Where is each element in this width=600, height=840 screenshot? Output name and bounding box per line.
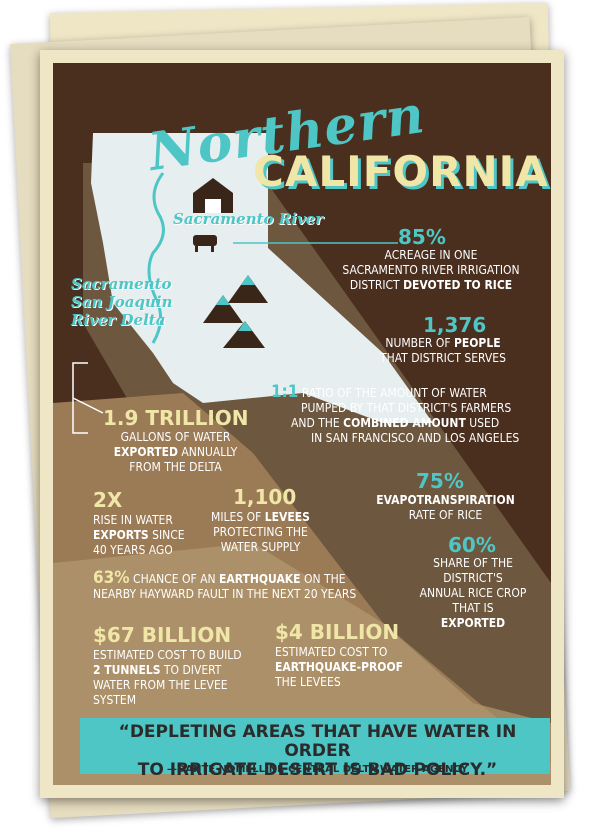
cow-icon [193,235,217,246]
label-delta: Sacramento San Joaquin River Delta [71,275,173,329]
stat-85-desc: ACREAGE IN ONE SACRAMENTO RIVER IRRIGATI… [342,248,520,292]
stat-67b-desc: ESTIMATED COST TO BUILD 2 TUNNELS TO DIV… [93,648,242,707]
stat-1100-desc: MILES OF LEVEES PROTECTING THE WATER SUP… [211,510,310,554]
stat-2x-value: 2X [93,488,123,512]
label-sacramento-river: Sacramento River [173,210,324,228]
stat-60-desc: SHARE OF THE DISTRICT'S ANNUAL RICE CROP… [419,556,527,630]
stat-trillion-desc: GALLONS OF WATER EXPORTED ANNUALLY FROM … [113,430,238,474]
quote-attribution: —DANTE NOMELLINI, CENTRAL DELTA WATER AG… [167,764,468,775]
sacramento-river-line [147,172,165,344]
stat-ratio-value: 1:1 [271,382,299,402]
california-shape [91,133,433,423]
mountain-icon-2 [203,295,243,323]
stat-4b-value: $4 BILLION [275,620,400,644]
stat-1376-value: 1,376 [423,313,487,337]
stat-75-value: 75% [416,469,464,493]
stat-60-value: 60% [448,533,496,557]
mountain-icon-3 [223,321,265,348]
poster-artwork: Northern CALIFORNIA Sacramento River Sac… [53,63,551,785]
stat-63-desc: 63% CHANCE OF AN EARTHQUAKE ON THE NEARB… [93,568,357,602]
stat-1100-value: 1,100 [233,485,297,509]
stat-1376-desc: NUMBER OF PEOPLE THAT DISTRICT SERVES [380,336,506,365]
title-california: CALIFORNIA [253,147,549,196]
mountain-icon-1 [228,275,268,303]
barn-door [205,199,221,213]
barn-icon [193,178,233,213]
stat-75-desc: EVAPOTRANSPIRATION RATE OF RICE [376,493,515,522]
stat-2x-desc: RISE IN WATER EXPORTS SINCE 40 YEARS AGO [93,513,185,557]
stat-85-value: 85% [398,225,446,249]
quote-text: “DEPLETING AREAS THAT HAVE WATER IN ORDE… [118,722,517,780]
stat-4b-desc: ESTIMATED COST TO EARTHQUAKE-PROOF THE L… [275,645,404,689]
stat-trillion-value: 1.9 TRILLION [103,406,249,430]
quote-banner [80,718,550,774]
stat-67b-value: $67 BILLION [93,623,232,647]
stat-ratio-desc: 1:1 RATIO OF THE AMOUNT OF WATER PUMPED … [271,382,520,446]
poster: Northern CALIFORNIA Sacramento River Sac… [40,50,564,798]
stat-63-value: 63% [93,568,130,588]
